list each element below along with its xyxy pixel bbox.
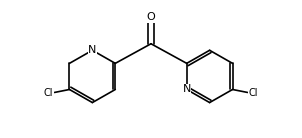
- Text: O: O: [147, 12, 155, 22]
- Text: Cl: Cl: [249, 88, 258, 98]
- Text: N: N: [182, 84, 191, 95]
- Text: N: N: [88, 45, 97, 55]
- Text: Cl: Cl: [44, 88, 53, 98]
